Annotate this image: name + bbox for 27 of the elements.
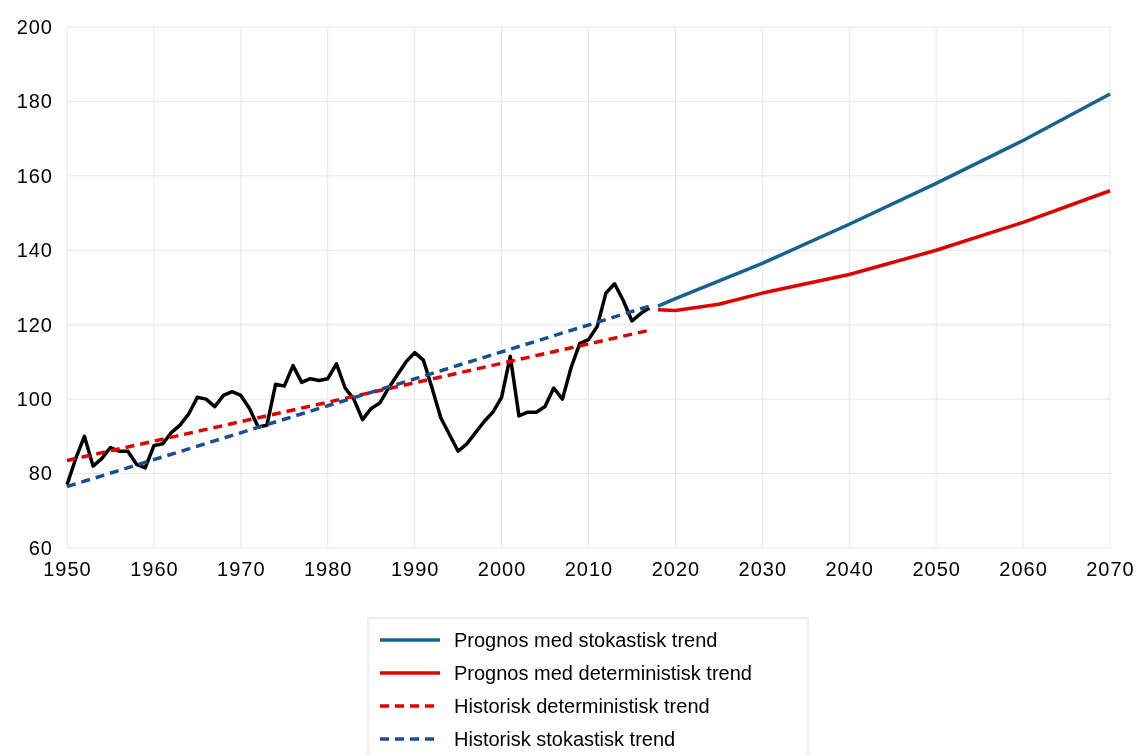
y-tick-label: 140 bbox=[16, 239, 53, 262]
y-tick-label: 100 bbox=[16, 388, 53, 411]
x-tick-label: 1970 bbox=[217, 558, 266, 581]
y-tick-label: 180 bbox=[16, 90, 53, 113]
x-tick-label: 2010 bbox=[564, 558, 614, 581]
x-tick-label: 2030 bbox=[738, 558, 788, 581]
x-tick-label: 2050 bbox=[912, 558, 961, 581]
x-tick-label: 1990 bbox=[390, 558, 440, 581]
y-tick-label: 80 bbox=[28, 462, 53, 485]
legend-label: Prognos med deterministisk trend bbox=[454, 662, 752, 684]
line-series bbox=[656, 188, 1112, 313]
x-tick-label: 1950 bbox=[43, 558, 92, 581]
x-tick-label: 2040 bbox=[825, 558, 874, 581]
y-tick-label: 160 bbox=[16, 164, 53, 187]
y-tick-label: 60 bbox=[28, 536, 53, 559]
x-tick-label: 2060 bbox=[999, 558, 1048, 581]
legend-label: Historisk stokastisk trend bbox=[454, 728, 676, 750]
x-tick-label: 2000 bbox=[477, 558, 527, 581]
x-tick-label: 1960 bbox=[130, 558, 179, 581]
x-tick-label: 1980 bbox=[304, 558, 353, 581]
line-series bbox=[656, 92, 1112, 308]
legend-label: Prognos med stokastisk trend bbox=[454, 629, 718, 651]
legend-label: Historisk deterministisk trend bbox=[454, 695, 710, 717]
x-tick-label: 2070 bbox=[1086, 558, 1135, 581]
y-tick-label: 200 bbox=[16, 15, 53, 38]
x-tick-label: 2020 bbox=[651, 558, 701, 581]
y-tick-label: 120 bbox=[16, 313, 53, 336]
